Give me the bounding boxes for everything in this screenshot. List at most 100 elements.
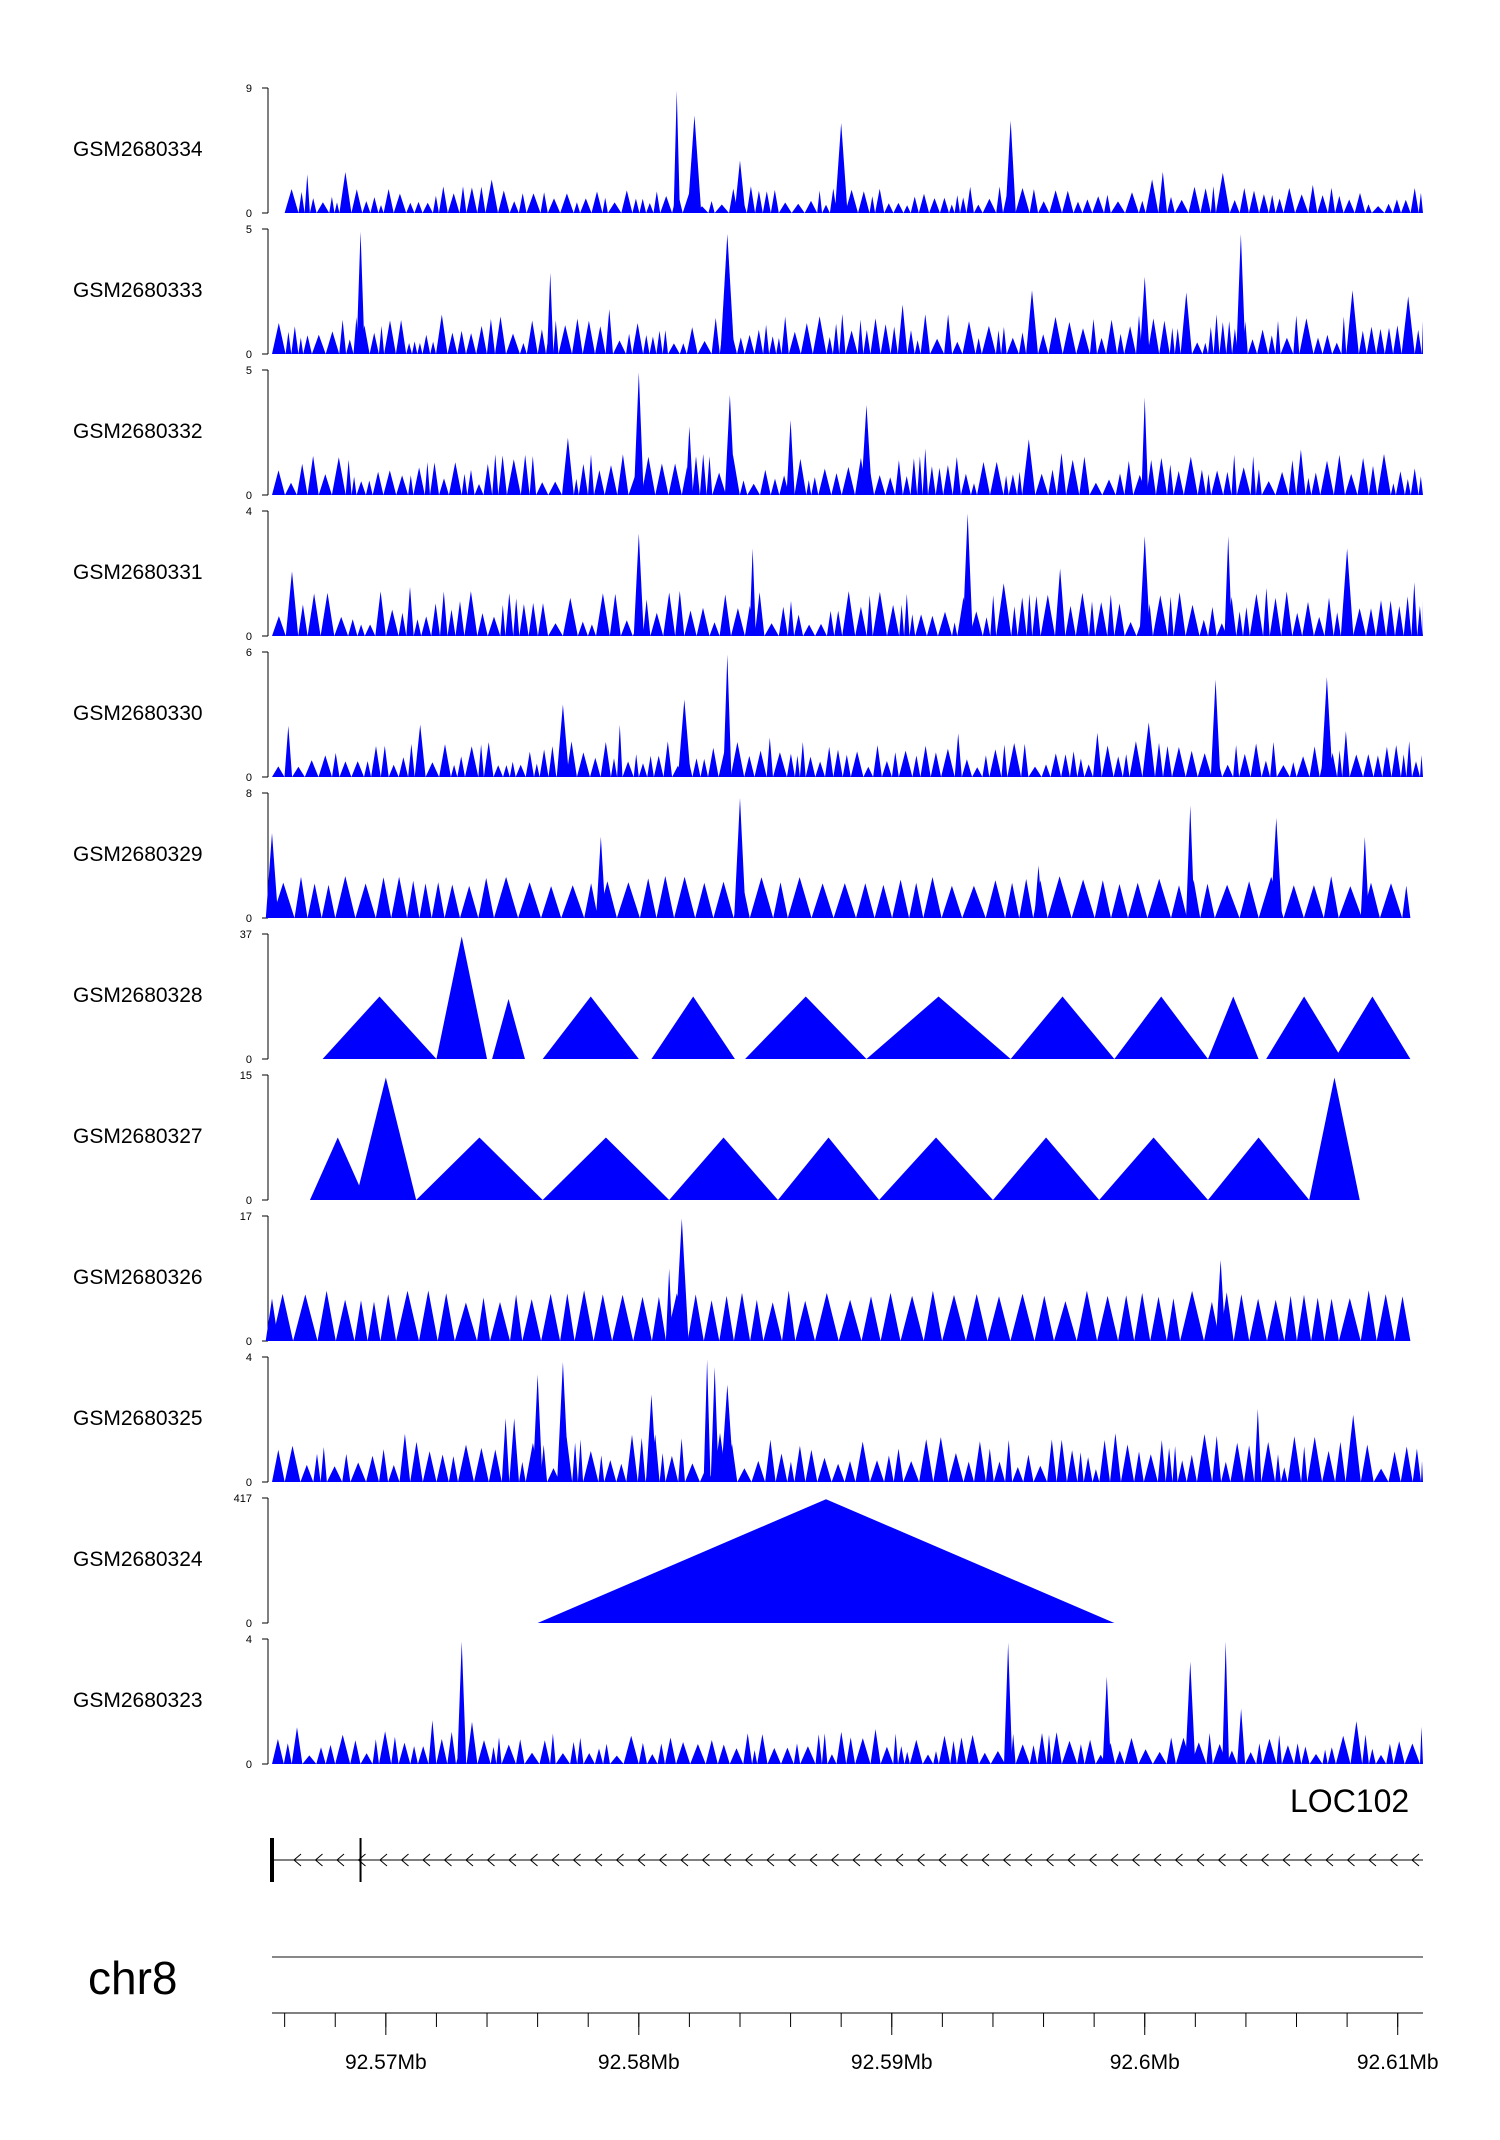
coverage-peak (1334, 996, 1411, 1059)
coverage-peak (355, 1077, 417, 1200)
y-min-label: 0 (246, 1054, 252, 1066)
coverage-peak (542, 1137, 670, 1200)
strand-arrow (701, 1853, 710, 1867)
coverage-peak (1010, 996, 1115, 1059)
strand-arrow (959, 1853, 968, 1867)
coverage-peak (1309, 1077, 1360, 1200)
coverage-peak (265, 1298, 279, 1341)
strand-arrow (400, 1853, 409, 1867)
strand-arrow (744, 1853, 753, 1867)
track-gsm2680332: GSM2680332 5 0 (73, 365, 1423, 502)
strand-arrow (1131, 1853, 1140, 1867)
strand-arrow (486, 1853, 495, 1867)
coverage-peak (777, 1137, 880, 1200)
coverage-peak (834, 123, 848, 213)
strand-arrow (637, 1853, 646, 1867)
x-tick-label: 92.6Mb (1110, 2051, 1180, 2074)
y-max-label: 17 (240, 1211, 252, 1223)
strand-arrow (357, 1853, 366, 1867)
strand-arrow (916, 1853, 925, 1867)
coverage-peak (1340, 548, 1354, 636)
coverage-peak (547, 272, 554, 354)
strand-arrow (1153, 1853, 1162, 1867)
coverage-peak (669, 1137, 778, 1200)
x-tick-label: 92.58Mb (598, 2051, 680, 2074)
strand-arrow (1217, 1853, 1226, 1867)
track-gsm2680327: GSM2680327 15 0 (73, 1070, 1360, 1207)
track-gsm2680331: GSM2680331 4 0 (73, 506, 1423, 643)
strand-arrow (981, 1853, 990, 1867)
coverage-peak (1102, 1676, 1111, 1764)
coverage-peak (1139, 276, 1150, 354)
track-gsm2680326: GSM2680326 17 0 (73, 1211, 1411, 1348)
coverage-area (272, 1290, 1411, 1341)
coverage-peak (1270, 818, 1283, 918)
coverage-peak (651, 996, 735, 1059)
coverage-area (272, 722, 1423, 777)
coverage-peak (633, 533, 644, 636)
strand-arrow (1346, 1853, 1355, 1867)
track-label: GSM2680329 (73, 843, 203, 866)
coverage-peak (416, 1137, 543, 1200)
coverage-peak (557, 1362, 569, 1482)
track-gsm2680324: GSM2680324 417 0 (73, 1493, 1115, 1630)
coverage-peak (492, 999, 525, 1059)
strand-arrow (1002, 1853, 1011, 1867)
coverage-peak (542, 996, 639, 1059)
coverage-peak (710, 1367, 719, 1482)
coverage-peak (677, 699, 691, 777)
x-tick-label: 92.59Mb (851, 2051, 933, 2074)
strand-arrow (809, 1853, 818, 1867)
strand-arrow (1196, 1853, 1205, 1867)
coverage-peak (1321, 677, 1333, 777)
gene-model (270, 1838, 1423, 1882)
coverage-peak (1005, 120, 1016, 213)
coverage-peak (687, 115, 702, 213)
y-max-label: 4 (246, 1352, 252, 1364)
strand-arrow (852, 1853, 861, 1867)
coverage-peak (720, 1384, 734, 1482)
strand-arrow (465, 1853, 474, 1867)
coverage-peak (1207, 1137, 1310, 1200)
strand-arrow (508, 1853, 517, 1867)
y-min-label: 0 (246, 208, 252, 220)
coverage-peak (685, 426, 694, 495)
gene-label: LOC102 (1290, 1783, 1409, 1819)
coverage-peak (734, 160, 746, 213)
coverage-peak (861, 405, 872, 495)
y-min-label: 0 (246, 349, 252, 361)
strand-arrow (1389, 1853, 1398, 1867)
track-label: GSM2680330 (73, 702, 203, 725)
coverage-peak (1139, 536, 1150, 636)
strand-arrow (615, 1853, 624, 1867)
x-tick-label: 92.61Mb (1357, 2051, 1439, 2074)
coverage-peak (723, 654, 732, 777)
y-min-label: 0 (246, 772, 252, 784)
strand-arrow (895, 1853, 904, 1867)
strand-arrow (336, 1853, 345, 1867)
coverage-peak (1222, 1641, 1230, 1764)
data-tracks: GSM268033490GSM268033350GSM268033250GSM2… (73, 83, 1424, 1771)
coverage-peak (646, 1394, 657, 1482)
coverage-peak (1210, 679, 1221, 777)
coverage-peak (309, 1137, 366, 1200)
coverage-area (284, 171, 1424, 213)
track-gsm2680329: GSM2680329 8 0 (73, 788, 1411, 925)
chromosome-label: chr8 (88, 1952, 177, 2004)
track-gsm2680323: GSM2680323 4 0 (73, 1634, 1423, 1771)
y-max-label: 4 (246, 1634, 252, 1646)
strand-arrow (379, 1853, 388, 1867)
strand-arrow (422, 1853, 431, 1867)
strand-arrow (594, 1853, 603, 1867)
track-label: GSM2680333 (73, 279, 203, 302)
coverage-peak (992, 1137, 1100, 1200)
track-label: GSM2680326 (73, 1266, 203, 1289)
gene-track: LOC102 (270, 1783, 1423, 1882)
strand-arrow (1325, 1853, 1334, 1867)
genome-axis: 92.57Mb 92.58Mb 92.59Mb 92.6Mb 92.61Mb (272, 2012, 1439, 2074)
y-max-label: 9 (246, 83, 252, 95)
coverage-peak (1186, 805, 1195, 918)
coverage-peak (633, 372, 644, 495)
coverage-peak (673, 90, 680, 213)
